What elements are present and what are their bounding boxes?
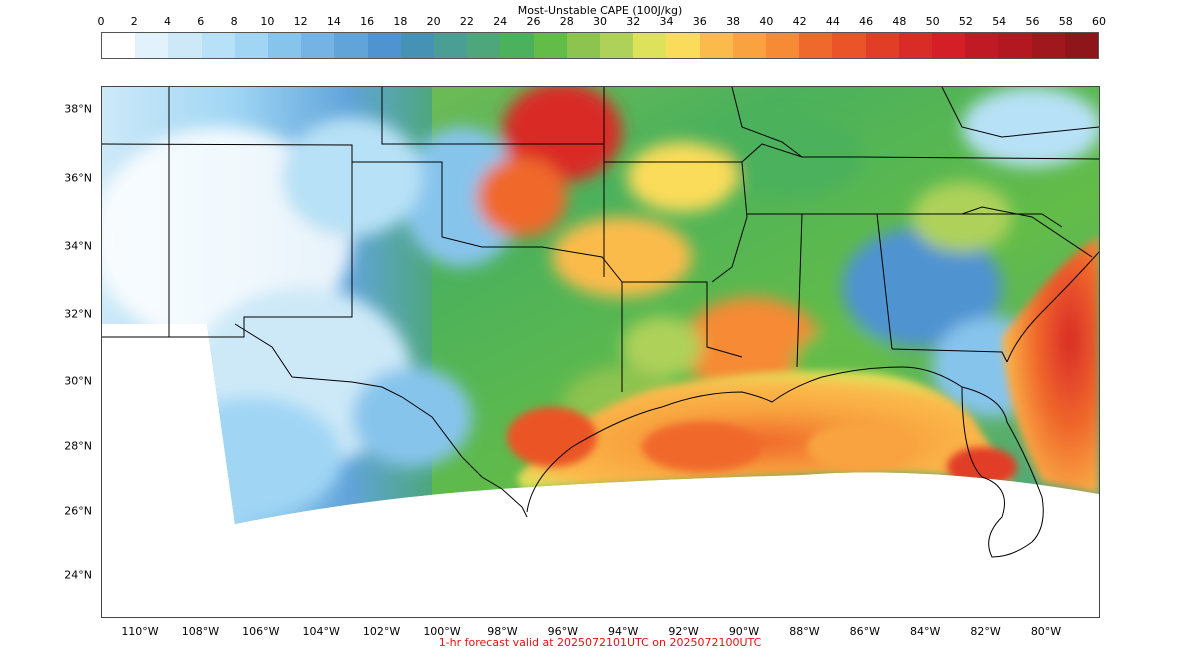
colorbar-tick-label: 32 — [626, 15, 641, 28]
colorbar-segment — [965, 33, 999, 58]
colorbar-segment — [367, 33, 401, 58]
longitude-label: 90°W — [728, 625, 760, 638]
colorbar-tick-label: 0 — [97, 15, 105, 28]
colorbar-tick-label: 60 — [1092, 15, 1106, 28]
colorbar-segment — [334, 33, 368, 58]
colorbar-tick-label: 40 — [759, 15, 774, 28]
colorbar-segment — [201, 33, 235, 58]
colorbar-segment — [234, 33, 269, 58]
colorbar-tick-label: 30 — [593, 15, 607, 28]
colorbar-segment — [301, 33, 335, 58]
colorbar-tick-label: 22 — [459, 15, 474, 28]
colorbar-segment — [633, 33, 667, 58]
colorbar-tick-label: 8 — [230, 15, 238, 28]
longitude-label: 108°W — [181, 625, 220, 638]
longitude-label: 86°W — [849, 625, 880, 638]
colorbar-tick-label: 14 — [326, 15, 341, 28]
colorbar-tick-label: 50 — [925, 15, 940, 28]
colorbar-segment — [932, 33, 966, 58]
longitude-label: 80°W — [1030, 625, 1062, 638]
cape-map[interactable] — [101, 86, 1100, 618]
colorbar-tick-label: 16 — [360, 15, 375, 28]
colorbar-tick-label: 26 — [526, 15, 541, 28]
longitude-label: 96°W — [547, 625, 578, 638]
colorbar-segment — [766, 33, 800, 58]
latitude-label: 36°N — [64, 171, 92, 185]
cape-field — [102, 87, 1099, 524]
cape-colorbar — [101, 32, 1099, 59]
colorbar-tick-label: 6 — [197, 15, 205, 28]
colorbar-segment — [732, 33, 767, 58]
colorbar-segment — [434, 33, 468, 58]
latitude-label: 34°N — [64, 239, 92, 253]
colorbar-segment — [467, 33, 501, 58]
colorbar-segment — [500, 33, 534, 58]
colorbar-segment — [168, 33, 202, 58]
colorbar-segment — [666, 33, 700, 58]
colorbar-title: Most-Unstable CAPE (100J/kg) — [517, 4, 683, 17]
colorbar-tick-label: 10 — [260, 15, 275, 28]
colorbar-segment — [268, 33, 302, 58]
colorbar-segment — [533, 33, 567, 58]
longitude-label: 82°W — [970, 625, 1001, 638]
colorbar-segment — [998, 33, 1032, 58]
longitude-label: 104°W — [302, 625, 340, 638]
colorbar-segment — [865, 33, 899, 58]
colorbar-tick-label: 28 — [559, 15, 574, 28]
longitude-label: 110°W — [121, 625, 159, 638]
latitude-label: 38°N — [64, 102, 92, 116]
colorbar-segment — [1064, 33, 1099, 58]
colorbar-tick-label: 38 — [726, 15, 741, 28]
colorbar-tick-label: 34 — [659, 15, 674, 28]
latitude-label: 24°N — [64, 568, 92, 582]
colorbar-tick-label: 18 — [393, 15, 408, 28]
colorbar-tick-label: 24 — [493, 15, 508, 28]
colorbar-tick-label: 36 — [692, 15, 707, 28]
longitude-label: 98°W — [487, 625, 518, 638]
colorbar-tick-labels: 0 2 4 6 8 10 12 14 16 18 20 22 24 26 28 30 32 34 36 38 40 42 4… — [0, 15, 1200, 31]
colorbar-segment — [699, 33, 733, 58]
colorbar-segment — [102, 33, 136, 58]
longitude-label: 84°W — [910, 625, 941, 638]
colorbar-segment — [799, 33, 833, 58]
colorbar-tick-label: 42 — [792, 15, 807, 28]
latitude-label: 30°N — [64, 374, 92, 388]
latitude-label: 28°N — [64, 439, 92, 453]
colorbar-tick-label: 46 — [859, 15, 874, 28]
longitude-label: 102°W — [362, 625, 401, 638]
colorbar-segment — [400, 33, 435, 58]
colorbar-tick-label: 12 — [293, 15, 308, 28]
colorbar-tick-label: 54 — [992, 15, 1007, 28]
political-boundaries — [102, 87, 1099, 558]
colorbar-tick-label: 48 — [892, 15, 907, 28]
colorbar-segment — [566, 33, 601, 58]
colorbar-tick-label: 52 — [958, 15, 973, 28]
cape-map-canvas — [102, 87, 1099, 558]
colorbar-segment — [1031, 33, 1065, 58]
forecast-caption: 1-hr forecast valid at 2025072101UTC on … — [438, 636, 762, 649]
longitude-label: 106°W — [242, 625, 280, 638]
longitude-label: 88°W — [789, 625, 820, 638]
colorbar-tick-label: 44 — [825, 15, 840, 28]
longitude-label: 100°W — [423, 625, 461, 638]
latitude-label: 26°N — [64, 504, 92, 518]
colorbar-tick-label: 56 — [1025, 15, 1040, 28]
colorbar-segment — [600, 33, 634, 58]
longitude-label: 94°W — [608, 625, 639, 638]
longitude-label: 92°W — [668, 625, 699, 638]
latitude-label: 32°N — [64, 307, 92, 321]
colorbar-segment — [135, 33, 169, 58]
colorbar-tick-label: 20 — [426, 15, 441, 28]
colorbar-tick-label: 4 — [164, 15, 172, 28]
colorbar-tick-label: 2 — [130, 15, 138, 28]
colorbar-segment — [898, 33, 933, 58]
colorbar-tick-label: 58 — [1058, 15, 1073, 28]
colorbar-segment — [832, 33, 866, 58]
